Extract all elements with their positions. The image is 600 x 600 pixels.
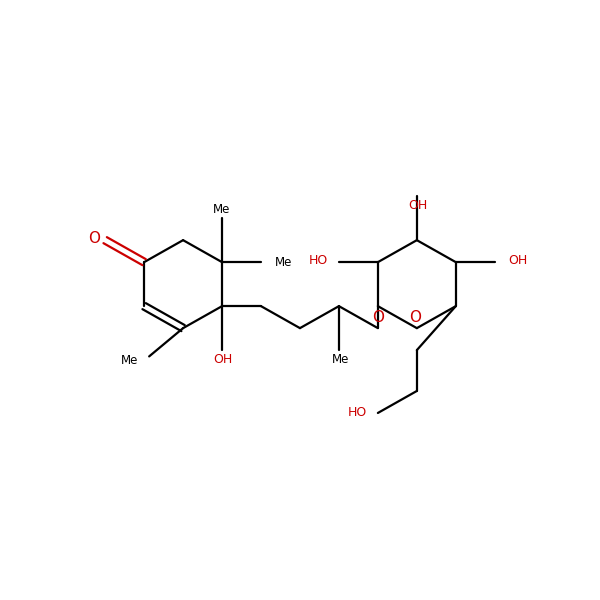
Text: O: O [88, 232, 100, 247]
Text: O: O [410, 310, 422, 325]
Text: HO: HO [347, 406, 367, 419]
Text: OH: OH [409, 199, 428, 212]
Text: Me: Me [331, 353, 349, 366]
Text: Me: Me [214, 203, 231, 216]
Text: Me: Me [275, 256, 292, 269]
Text: Me: Me [121, 353, 138, 367]
Text: OH: OH [509, 254, 528, 268]
Text: OH: OH [214, 353, 233, 366]
Text: O: O [372, 310, 384, 325]
Text: HO: HO [308, 254, 328, 268]
